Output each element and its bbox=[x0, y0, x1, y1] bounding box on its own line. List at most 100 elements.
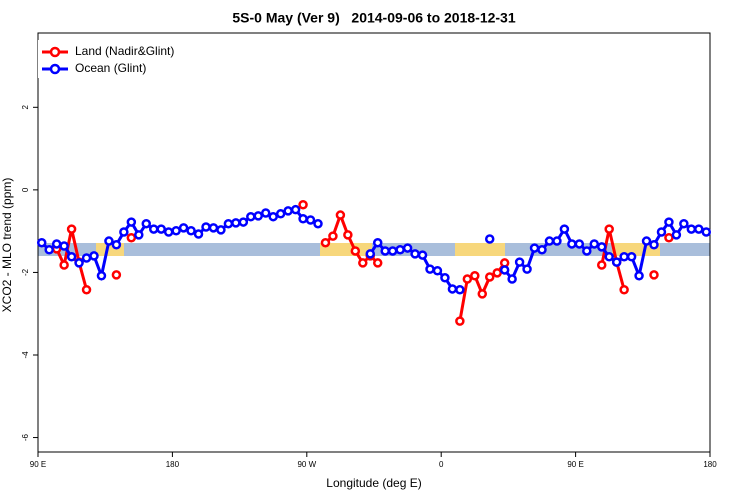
point bbox=[641, 236, 652, 246]
point bbox=[216, 225, 226, 235]
point bbox=[290, 204, 301, 215]
point bbox=[96, 270, 107, 281]
point bbox=[66, 224, 77, 234]
point bbox=[552, 236, 562, 246]
x-tick-label: 180 bbox=[166, 460, 180, 469]
point bbox=[350, 246, 361, 256]
y-tick-label: -2 bbox=[21, 268, 30, 276]
point bbox=[664, 233, 674, 243]
x-tick-label: 0 bbox=[439, 460, 444, 469]
point bbox=[380, 246, 390, 256]
legend-marker bbox=[49, 46, 61, 58]
point bbox=[372, 237, 383, 248]
point bbox=[358, 258, 368, 268]
point bbox=[701, 227, 712, 237]
point bbox=[664, 217, 674, 227]
point bbox=[134, 230, 144, 240]
point bbox=[462, 274, 473, 284]
point bbox=[447, 284, 458, 294]
y-tick-label: -4 bbox=[21, 351, 30, 359]
point bbox=[567, 239, 577, 249]
point bbox=[111, 270, 122, 280]
x-tick-label: 90 W bbox=[297, 460, 316, 469]
point bbox=[89, 251, 99, 261]
point bbox=[44, 244, 54, 255]
point bbox=[522, 264, 532, 274]
point bbox=[417, 250, 428, 260]
point bbox=[111, 240, 122, 250]
point bbox=[51, 239, 62, 249]
point bbox=[455, 316, 465, 326]
point bbox=[679, 218, 689, 229]
point bbox=[298, 199, 308, 210]
legend bbox=[38, 40, 188, 78]
point bbox=[507, 274, 517, 284]
point bbox=[425, 264, 435, 274]
series-line bbox=[57, 215, 669, 321]
point bbox=[328, 231, 338, 241]
point bbox=[477, 289, 488, 299]
point bbox=[604, 251, 614, 262]
legend-label: Land (Nadir&Glint) bbox=[75, 44, 174, 58]
point bbox=[313, 218, 323, 229]
point bbox=[283, 206, 293, 216]
point bbox=[387, 246, 398, 256]
background-patch bbox=[455, 243, 505, 256]
point bbox=[514, 257, 525, 267]
point bbox=[178, 223, 189, 233]
point bbox=[596, 260, 607, 270]
point bbox=[582, 246, 592, 256]
point bbox=[163, 227, 174, 237]
point bbox=[559, 224, 570, 234]
point bbox=[148, 224, 159, 234]
point bbox=[529, 243, 540, 253]
point bbox=[596, 242, 607, 252]
point bbox=[260, 208, 271, 218]
point bbox=[402, 243, 413, 253]
point bbox=[470, 270, 480, 281]
x-tick-label: 180 bbox=[703, 460, 717, 469]
point bbox=[574, 239, 585, 249]
point bbox=[119, 227, 129, 237]
point bbox=[484, 234, 495, 244]
point bbox=[649, 270, 659, 280]
chart-title: 5S-0 May (Ver 9) 2014-09-06 to 2018-12-3… bbox=[232, 10, 515, 26]
point bbox=[126, 233, 137, 243]
point bbox=[619, 251, 629, 262]
point bbox=[619, 285, 629, 295]
x-axis-label: Longitude (deg E) bbox=[326, 476, 421, 490]
point bbox=[455, 285, 465, 295]
point bbox=[66, 251, 77, 262]
point bbox=[193, 229, 204, 239]
x-tick-label: 90 E bbox=[30, 460, 46, 469]
legend-label: Ocean (Glint) bbox=[75, 61, 146, 75]
point bbox=[223, 218, 234, 229]
point bbox=[201, 222, 211, 232]
point bbox=[410, 249, 420, 259]
point bbox=[320, 237, 331, 248]
point bbox=[104, 236, 114, 246]
y-axis-label: XCO2 - MLO trend (ppm) bbox=[0, 178, 14, 313]
point bbox=[634, 270, 644, 281]
point bbox=[171, 225, 181, 236]
y-tick-label: -6 bbox=[21, 433, 30, 441]
point bbox=[208, 223, 219, 233]
point bbox=[686, 224, 697, 234]
point bbox=[432, 266, 443, 276]
point bbox=[694, 224, 704, 234]
point bbox=[81, 253, 92, 263]
point bbox=[499, 265, 510, 275]
point bbox=[59, 260, 69, 270]
point bbox=[246, 211, 256, 222]
point bbox=[484, 272, 495, 282]
point bbox=[156, 224, 166, 234]
point bbox=[604, 224, 614, 234]
point bbox=[649, 240, 659, 250]
point bbox=[298, 214, 308, 224]
point bbox=[253, 211, 264, 221]
point bbox=[186, 225, 196, 236]
point bbox=[141, 218, 152, 229]
point bbox=[81, 285, 92, 295]
